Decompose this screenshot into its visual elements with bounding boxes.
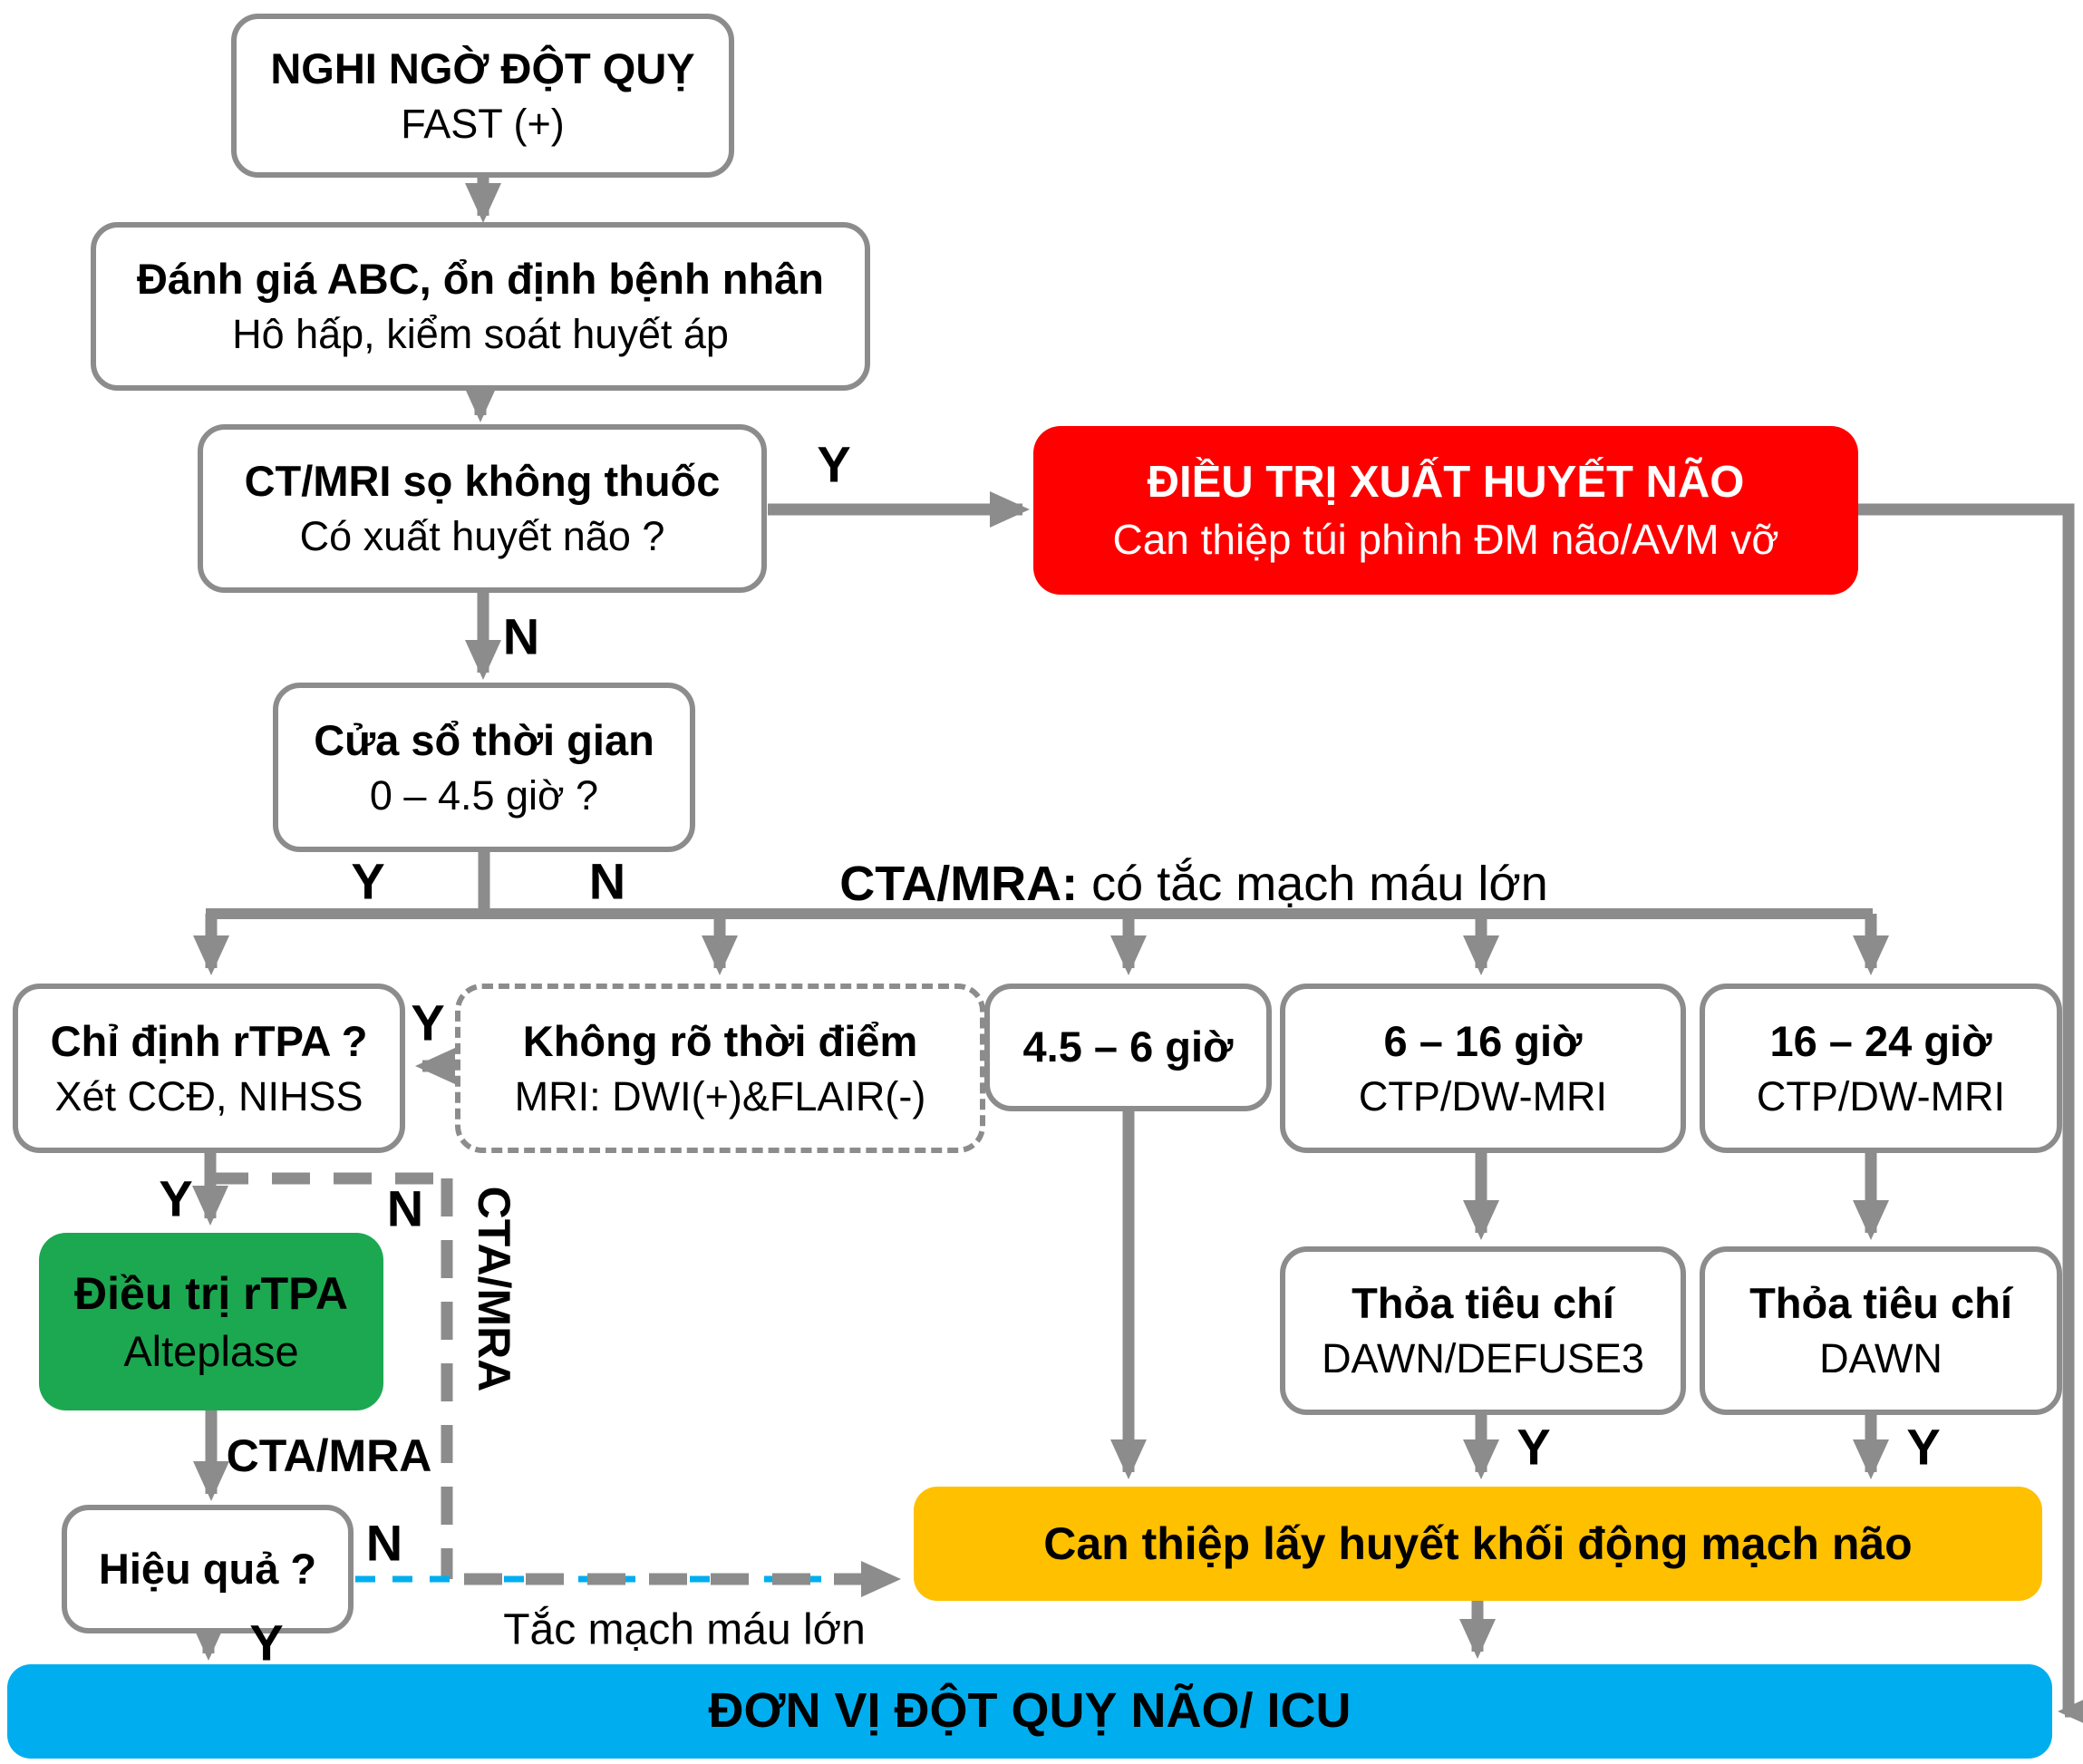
node-title: Hiệu quả ? xyxy=(98,1544,317,1593)
label-ct-no: N xyxy=(502,607,540,665)
node-stroke-unit-icu: ĐƠN VỊ ĐỘT QUỴ NÃO/ ICU xyxy=(7,1664,2052,1759)
node-title: Chỉ định rTPA ? xyxy=(50,1016,368,1065)
node-subtitle: Alteplase xyxy=(123,1326,299,1375)
node-ct-mri-scan: CT/MRI sọ không thuốc Có xuất huyết não … xyxy=(198,424,767,593)
node-suspect-stroke: NGHI NGỜ ĐỘT QUỴ FAST (+) xyxy=(231,14,734,178)
node-title: Can thiệp lấy huyết khối động mạch não xyxy=(1043,1518,1913,1569)
label-cta-mra-header-rest: có tắc mạch máu lớn xyxy=(1078,857,1548,911)
node-title: Thỏa tiêu chí xyxy=(1749,1279,2012,1328)
label-cta-mra-header: CTA/MRA: có tắc mạch máu lớn xyxy=(839,856,1548,912)
node-title: 6 – 16 giờ xyxy=(1383,1016,1583,1065)
label-effective-no: N xyxy=(365,1514,403,1572)
node-title: CT/MRI sọ không thuốc xyxy=(244,457,721,506)
node-window-6-16h: 6 – 16 giờ CTP/DW-MRI xyxy=(1280,984,1686,1153)
label-cta-mra-header-bold: CTA/MRA: xyxy=(839,857,1079,911)
node-subtitle: Xét CCĐ, NIHSS xyxy=(54,1072,363,1119)
node-subtitle: Can thiệp túi phình ĐM não/AVM vỡ xyxy=(1112,515,1779,563)
node-window-4-5-6h: 4.5 – 6 giờ xyxy=(984,984,1272,1111)
node-criteria-dawn-defuse3: Thỏa tiêu chí DAWN/DEFUSE3 xyxy=(1280,1246,1686,1415)
label-effective-yes: Y xyxy=(249,1614,284,1672)
node-title: ĐIỀU TRỊ XUẤT HUYẾT NÃO xyxy=(1147,458,1745,508)
label-cta-mra-vertical: CTA/MRA xyxy=(469,1186,519,1392)
node-title: Thỏa tiêu chí xyxy=(1352,1279,1614,1328)
label-unknown-yes: Y xyxy=(411,993,445,1052)
label-rtpa-no: N xyxy=(386,1179,424,1237)
label-cta-mra-below-green: CTA/MRA xyxy=(226,1430,432,1481)
node-time-window: Cửa sổ thời gian 0 – 4.5 giờ ? xyxy=(273,683,695,852)
node-unknown-onset: Không rõ thời điểm MRI: DWI(+)&FLAIR(-) xyxy=(455,984,985,1153)
node-abc-assessment: Đánh giá ABC, ổn định bệnh nhân Hô hấp, … xyxy=(91,222,870,391)
node-title: NGHI NGỜ ĐỘT QUỴ xyxy=(270,44,695,92)
node-rtpa-indication: Chỉ định rTPA ? Xét CCĐ, NIHSS xyxy=(13,984,405,1153)
node-title: 4.5 – 6 giờ xyxy=(1022,1023,1234,1071)
node-title: Cửa sổ thời gian xyxy=(314,715,654,764)
label-window-no: N xyxy=(588,852,626,910)
node-title: Không rõ thời điểm xyxy=(522,1016,918,1065)
node-hemorrhage-treatment: ĐIỀU TRỊ XUẤT HUYẾT NÃO Can thiệp túi ph… xyxy=(1033,426,1858,595)
label-criteria-1624-yes: Y xyxy=(1906,1418,1941,1476)
label-criteria-616-yes: Y xyxy=(1516,1418,1551,1476)
node-subtitle: Có xuất huyết não ? xyxy=(299,513,665,560)
label-rtpa-yes: Y xyxy=(159,1169,193,1227)
node-title: 16 – 24 giờ xyxy=(1769,1016,1992,1065)
node-subtitle: CTP/DW-MRI xyxy=(1756,1072,2006,1119)
node-subtitle: Hô hấp, kiểm soát huyết áp xyxy=(232,311,729,358)
label-large-vessel-occlusion: Tắc mạch máu lớn xyxy=(503,1605,866,1654)
node-subtitle: FAST (+) xyxy=(401,100,565,147)
node-subtitle: 0 – 4.5 giờ ? xyxy=(369,771,599,819)
node-thrombectomy: Can thiệp lấy huyết khối động mạch não xyxy=(914,1487,2042,1601)
node-criteria-dawn: Thỏa tiêu chí DAWN xyxy=(1700,1246,2062,1415)
node-subtitle: DAWN/DEFUSE3 xyxy=(1322,1335,1644,1382)
node-rtpa-treatment: Điều trị rTPA Alteplase xyxy=(39,1233,383,1410)
node-title: Điều trị rTPA xyxy=(74,1267,348,1319)
node-title: ĐƠN VỊ ĐỘT QUỴ NÃO/ ICU xyxy=(708,1683,1352,1739)
label-window-yes: Y xyxy=(351,852,385,910)
label-ct-yes: Y xyxy=(817,435,851,493)
node-effective-question: Hiệu quả ? xyxy=(62,1505,354,1633)
node-title: Đánh giá ABC, ổn định bệnh nhân xyxy=(136,255,825,304)
node-window-16-24h: 16 – 24 giờ CTP/DW-MRI xyxy=(1700,984,2062,1153)
node-subtitle: CTP/DW-MRI xyxy=(1358,1072,1608,1119)
node-subtitle: MRI: DWI(+)&FLAIR(-) xyxy=(514,1072,926,1119)
node-subtitle: DAWN xyxy=(1819,1335,1943,1382)
